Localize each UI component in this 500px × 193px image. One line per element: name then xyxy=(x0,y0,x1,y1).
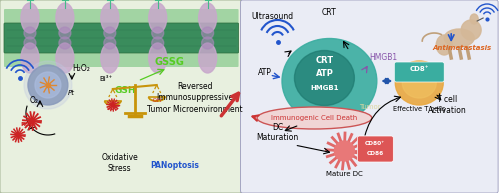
Ellipse shape xyxy=(148,3,166,33)
FancyBboxPatch shape xyxy=(394,62,444,82)
Text: ROS: ROS xyxy=(20,122,36,126)
Circle shape xyxy=(104,37,116,49)
Text: Reversed
Immunosuppressive
Tumor Microenvironment: Reversed Immunosuppressive Tumor Microen… xyxy=(147,82,242,114)
Ellipse shape xyxy=(56,3,74,33)
Text: GSH: GSH xyxy=(115,86,136,95)
FancyBboxPatch shape xyxy=(240,0,498,193)
Text: ATP: ATP xyxy=(258,68,272,77)
Circle shape xyxy=(35,72,61,98)
Ellipse shape xyxy=(402,68,436,98)
Text: ATP: ATP xyxy=(316,69,334,78)
Circle shape xyxy=(59,37,71,49)
Circle shape xyxy=(152,37,164,49)
Ellipse shape xyxy=(148,43,166,73)
Ellipse shape xyxy=(101,3,119,33)
Ellipse shape xyxy=(198,3,216,33)
Circle shape xyxy=(59,27,71,39)
Ellipse shape xyxy=(198,43,216,73)
Text: Effective T cells: Effective T cells xyxy=(393,106,446,112)
Text: HMGB1: HMGB1 xyxy=(310,85,338,91)
Text: Pt: Pt xyxy=(68,90,75,96)
Text: PANoptosis: PANoptosis xyxy=(150,161,199,170)
Ellipse shape xyxy=(56,43,74,73)
FancyBboxPatch shape xyxy=(0,0,242,193)
Ellipse shape xyxy=(470,14,478,24)
Text: CD86: CD86 xyxy=(366,151,384,156)
Text: Oxidative
Stress: Oxidative Stress xyxy=(102,153,138,173)
Circle shape xyxy=(202,27,213,39)
Circle shape xyxy=(104,27,116,39)
Ellipse shape xyxy=(21,3,39,33)
Circle shape xyxy=(24,61,72,109)
Text: Antimetastasis: Antimetastasis xyxy=(432,45,492,51)
Text: HMGB1: HMGB1 xyxy=(370,53,398,62)
Circle shape xyxy=(24,37,36,49)
FancyBboxPatch shape xyxy=(358,136,394,162)
Text: ·OH: ·OH xyxy=(13,135,23,141)
Text: Immunogenic Cell Death: Immunogenic Cell Death xyxy=(272,115,358,121)
FancyBboxPatch shape xyxy=(4,9,238,29)
Text: ·OH: ·OH xyxy=(152,98,162,103)
Text: CD80⁺: CD80⁺ xyxy=(365,141,386,146)
Text: Bi³⁺: Bi³⁺ xyxy=(100,76,113,82)
Text: ROS: ROS xyxy=(106,106,119,111)
Text: GSSG: GSSG xyxy=(154,57,184,67)
Text: CRT: CRT xyxy=(322,8,337,17)
Text: Ultrasound: Ultrasound xyxy=(252,12,294,21)
Text: H₂O₂: H₂O₂ xyxy=(72,64,90,73)
Ellipse shape xyxy=(436,35,452,55)
Text: CD8⁺: CD8⁺ xyxy=(410,66,429,72)
Text: DC
Maturation: DC Maturation xyxy=(256,123,298,142)
Circle shape xyxy=(461,20,481,40)
Text: Mature DC: Mature DC xyxy=(326,171,363,177)
Ellipse shape xyxy=(21,43,39,73)
Ellipse shape xyxy=(396,61,443,105)
Ellipse shape xyxy=(294,51,354,106)
Ellipse shape xyxy=(444,29,474,47)
Circle shape xyxy=(24,27,36,39)
Ellipse shape xyxy=(282,38,377,124)
FancyBboxPatch shape xyxy=(4,47,238,67)
Text: O₂: O₂ xyxy=(30,96,39,105)
Circle shape xyxy=(202,37,213,49)
Circle shape xyxy=(334,141,354,161)
Circle shape xyxy=(28,65,68,105)
Text: T cell
Activation: T cell Activation xyxy=(428,95,467,115)
FancyBboxPatch shape xyxy=(4,23,238,53)
Text: Tumor: Tumor xyxy=(360,104,381,110)
Circle shape xyxy=(152,27,164,39)
Text: CRT: CRT xyxy=(316,56,334,65)
Ellipse shape xyxy=(257,107,372,129)
Ellipse shape xyxy=(101,43,119,73)
